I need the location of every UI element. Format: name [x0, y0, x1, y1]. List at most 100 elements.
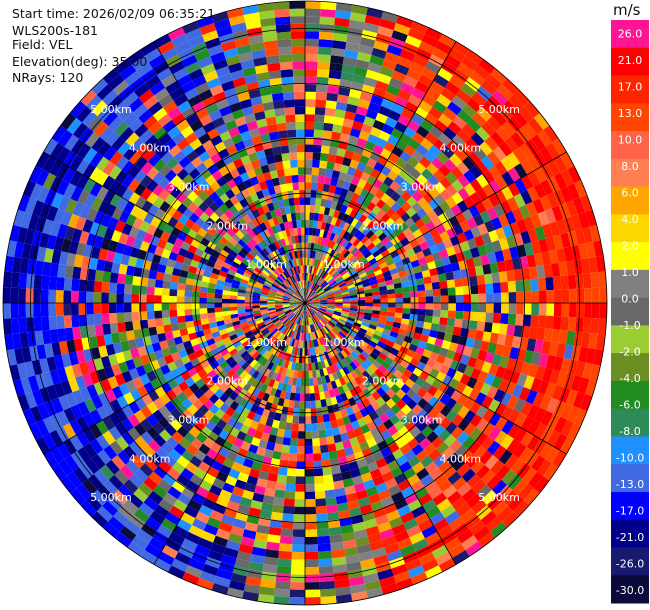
velocity-gate [371, 287, 380, 293]
velocity-gate [355, 59, 370, 70]
velocity-gate [402, 227, 413, 238]
velocity-gate [361, 247, 370, 256]
velocity-gate [523, 242, 534, 256]
velocity-gate [419, 156, 432, 169]
velocity-gate [363, 165, 374, 176]
velocity-gate [315, 286, 322, 293]
velocity-gate [580, 332, 591, 348]
velocity-gate [516, 303, 524, 315]
velocity-gate [506, 269, 516, 282]
velocity-gate [312, 299, 320, 302]
velocity-gate [368, 257, 377, 266]
velocity-gate [403, 126, 417, 139]
velocity-gate [305, 114, 315, 123]
velocity-gate [305, 287, 307, 296]
velocity-gate [531, 303, 540, 316]
velocity-gate [372, 291, 381, 296]
velocity-gate [486, 207, 499, 221]
velocity-gate [305, 53, 319, 62]
velocity-gate [356, 137, 368, 148]
velocity-gate [418, 40, 436, 55]
velocity-gate [474, 235, 485, 248]
velocity-gate [428, 329, 438, 339]
velocity-gate [520, 159, 534, 175]
velocity-gate [520, 189, 533, 205]
velocity-gate [346, 281, 355, 287]
velocity-gate [351, 4, 368, 15]
velocity-gate [363, 238, 373, 248]
velocity-gate [370, 283, 379, 289]
velocity-gate [313, 212, 320, 221]
velocity-gate [414, 218, 426, 229]
velocity-gate [387, 263, 397, 271]
velocity-gate [514, 412, 527, 428]
velocity-gate [421, 34, 439, 48]
velocity-gate [329, 280, 337, 287]
velocity-gate [530, 314, 539, 328]
velocity-gate [306, 288, 309, 296]
velocity-gate [455, 212, 467, 225]
velocity-gate [494, 189, 507, 204]
velocity-gate [327, 153, 337, 163]
velocity-gate [448, 216, 460, 228]
velocity-gate [513, 193, 526, 208]
velocity-gate [411, 179, 423, 191]
velocity-gate [319, 307, 327, 312]
velocity-gate [438, 248, 449, 259]
velocity-gate [448, 378, 460, 390]
velocity-gate [363, 250, 373, 259]
colorbar-unit-label: m/s [613, 1, 641, 19]
velocity-gate [404, 217, 415, 228]
colorbar-tick-label: 17.0 [618, 80, 643, 93]
velocity-gate [431, 157, 444, 170]
velocity-gate [452, 326, 462, 336]
velocity-gate [330, 216, 338, 226]
velocity-gate [341, 291, 350, 296]
velocity-gate [552, 356, 564, 372]
velocity-gate [333, 252, 341, 261]
velocity-gate [506, 235, 517, 249]
velocity-gate [308, 220, 314, 228]
velocity-gate [312, 227, 317, 236]
velocity-gate [349, 329, 358, 336]
velocity-gate [322, 262, 328, 271]
velocity-gate [599, 303, 607, 319]
velocity-gate [320, 198, 327, 207]
velocity-gate [410, 113, 425, 126]
velocity-gate [421, 328, 431, 337]
velocity-gate [312, 301, 321, 303]
velocity-gate [453, 224, 464, 236]
velocity-gate [475, 392, 487, 405]
velocity-gate [404, 173, 417, 186]
velocity-gate [527, 363, 539, 378]
velocity-gate [386, 315, 395, 322]
velocity-gate [325, 289, 333, 294]
velocity-gate [373, 269, 383, 276]
velocity-gate [488, 179, 502, 194]
velocity-gate [574, 228, 586, 245]
velocity-gate [493, 292, 502, 303]
velocity-gate [381, 58, 397, 71]
velocity-gate [402, 291, 411, 298]
colorbar-tick-label: 8.0 [621, 160, 639, 173]
velocity-gate [469, 178, 483, 192]
velocity-gate [349, 307, 358, 312]
velocity-gate [325, 290, 334, 295]
velocity-gate [491, 89, 508, 106]
velocity-gate [414, 106, 429, 120]
velocity-gate [539, 146, 554, 164]
velocity-gate [342, 274, 351, 281]
velocity-gate [334, 307, 343, 311]
velocity-gate [356, 162, 367, 172]
velocity-gate [307, 280, 310, 289]
velocity-gate [437, 324, 447, 333]
velocity-gate [337, 140, 348, 150]
velocity-gate [407, 156, 420, 169]
velocity-gate [365, 299, 373, 303]
velocity-gate [461, 208, 474, 221]
velocity-gate [480, 254, 490, 266]
velocity-gate [418, 296, 426, 303]
colorbar-tick-label: 10.0 [618, 133, 643, 146]
velocity-gate [354, 220, 363, 230]
velocity-gate [319, 306, 328, 309]
